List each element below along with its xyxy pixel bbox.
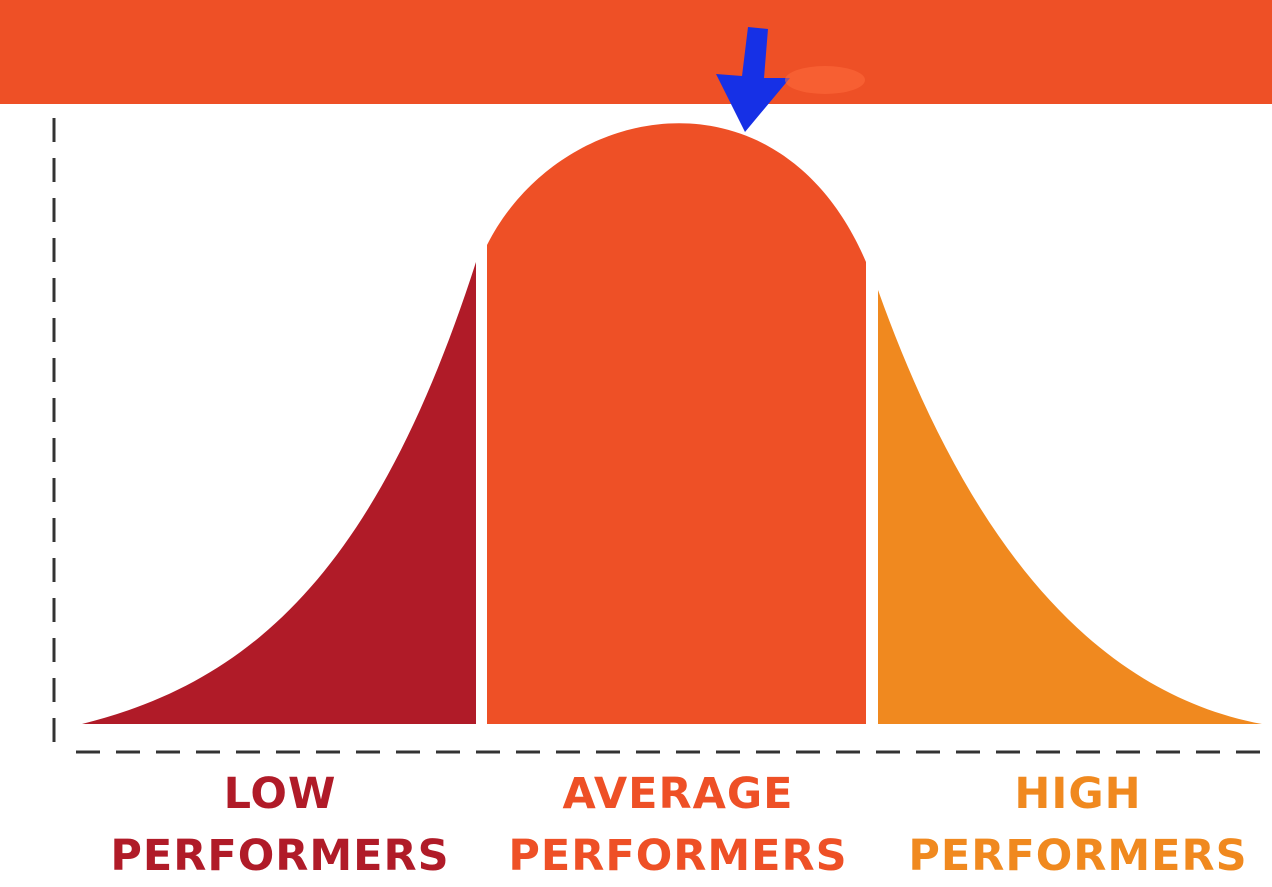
- high-performers-label: HIGH PERFORMERS: [888, 763, 1268, 887]
- high-performers-label-line2: PERFORMERS: [908, 831, 1248, 881]
- low-performers-label-line2: PERFORMERS: [110, 831, 450, 881]
- low-performers-label: LOW PERFORMERS: [95, 763, 465, 887]
- high-performers-label-line1: HIGH: [1014, 769, 1142, 819]
- low-performers-segment: [82, 262, 476, 724]
- average-performers-label: AVERAGE PERFORMERS: [488, 763, 868, 887]
- average-performers-segment: [487, 123, 866, 725]
- high-performers-segment: [878, 290, 1262, 724]
- low-performers-label-line1: LOW: [223, 769, 337, 819]
- average-performers-label-line1: AVERAGE: [562, 769, 794, 819]
- down-arrow-icon: [716, 27, 865, 132]
- top-banner: [0, 0, 1272, 104]
- average-performers-label-line2: PERFORMERS: [508, 831, 848, 881]
